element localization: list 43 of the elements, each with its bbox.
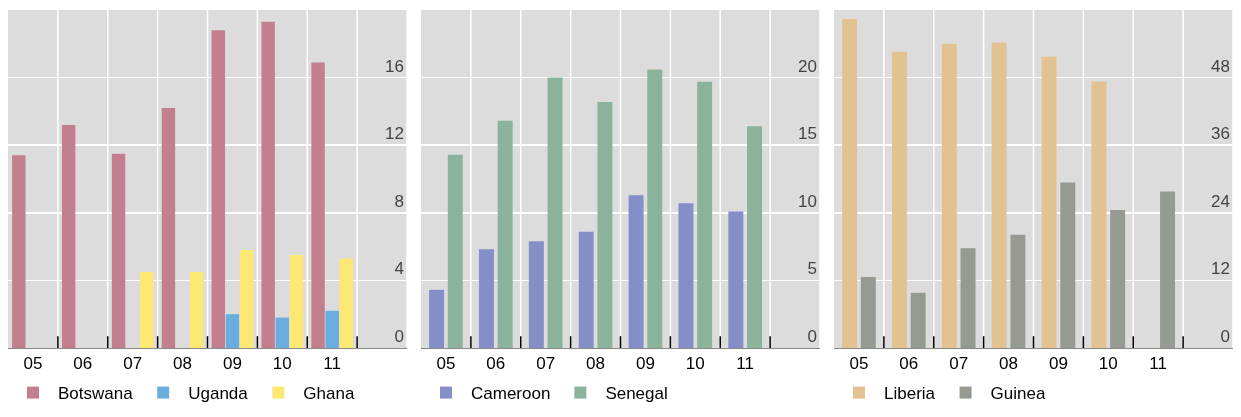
legend-label: Guinea (990, 384, 1046, 404)
x-tick-label: 10 (272, 354, 292, 374)
y-tick-label: 36 (1211, 124, 1230, 144)
legend-label: Senegal (605, 384, 668, 404)
x-tick-label: 05 (849, 354, 869, 374)
x-tick-label: 06 (73, 354, 93, 374)
x-tick-label: 06 (486, 354, 506, 374)
legend-label: Ghana (303, 384, 355, 404)
x-tick-label: 08 (999, 354, 1019, 374)
x-tick-label: 11 (1149, 354, 1168, 374)
y-tick-label: 12 (1211, 259, 1230, 279)
x-tick-label: 09 (635, 354, 655, 374)
y-tick-label: 5 (807, 259, 817, 279)
y-tick-label: 12 (385, 124, 404, 144)
x-tick-label: 11 (736, 354, 755, 374)
x-tick-label: 08 (173, 354, 193, 374)
legend-label: Cameroon (471, 384, 551, 404)
y-tick-label: 4 (394, 259, 404, 279)
y-tick-label: 8 (394, 191, 404, 211)
x-tick-label: 10 (685, 354, 705, 374)
legend-label: Uganda (188, 384, 249, 404)
y-tick-label: 16 (385, 56, 404, 76)
x-tick-label: 07 (949, 354, 969, 374)
x-tick-label: 08 (586, 354, 606, 374)
y-tick-label: 48 (1211, 56, 1230, 76)
x-tick-label: 07 (536, 354, 556, 374)
x-tick-label: 09 (222, 354, 242, 374)
x-tick-label: 06 (899, 354, 919, 374)
legend-label: Botswana (58, 384, 134, 404)
x-tick-label: 10 (1098, 354, 1118, 374)
x-tick-label: 11 (323, 354, 342, 374)
y-tick-label: 0 (807, 327, 817, 347)
x-tick-label: 09 (1048, 354, 1068, 374)
x-tick-label: 05 (436, 354, 456, 374)
y-tick-label: 15 (798, 124, 817, 144)
legend-label: Liberia (884, 384, 936, 404)
x-tick-label: 07 (123, 354, 143, 374)
y-tick-label: 24 (1211, 191, 1230, 211)
x-tick-label: 05 (23, 354, 43, 374)
y-tick-label: 10 (798, 191, 817, 211)
y-tick-label: 0 (394, 327, 404, 347)
y-tick-label: 0 (1220, 327, 1230, 347)
y-tick-label: 20 (798, 56, 817, 76)
